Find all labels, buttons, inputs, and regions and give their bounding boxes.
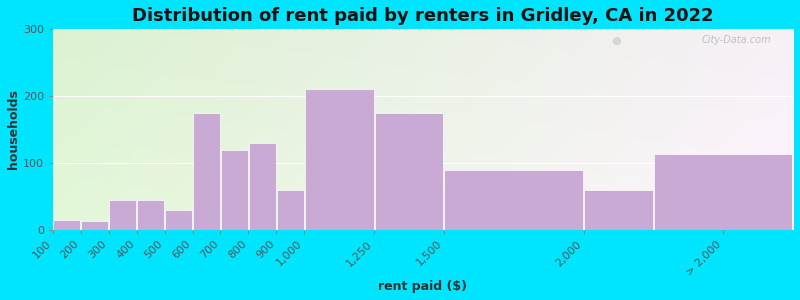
Text: ●: ● bbox=[612, 35, 622, 45]
Bar bbox=[138, 200, 164, 230]
Bar bbox=[654, 154, 793, 230]
Bar bbox=[584, 190, 653, 230]
Bar bbox=[249, 143, 276, 230]
Bar bbox=[110, 200, 136, 230]
Bar bbox=[82, 221, 108, 230]
Bar bbox=[54, 220, 80, 230]
Bar bbox=[193, 113, 220, 230]
Bar bbox=[277, 190, 304, 230]
Y-axis label: households: households bbox=[7, 90, 20, 170]
Title: Distribution of rent paid by renters in Gridley, CA in 2022: Distribution of rent paid by renters in … bbox=[132, 7, 714, 25]
Text: City-Data.com: City-Data.com bbox=[702, 35, 771, 45]
Bar bbox=[305, 89, 374, 230]
Bar bbox=[374, 113, 443, 230]
Bar bbox=[165, 210, 192, 230]
Bar bbox=[445, 169, 583, 230]
Bar bbox=[221, 150, 248, 230]
X-axis label: rent paid ($): rent paid ($) bbox=[378, 280, 467, 293]
